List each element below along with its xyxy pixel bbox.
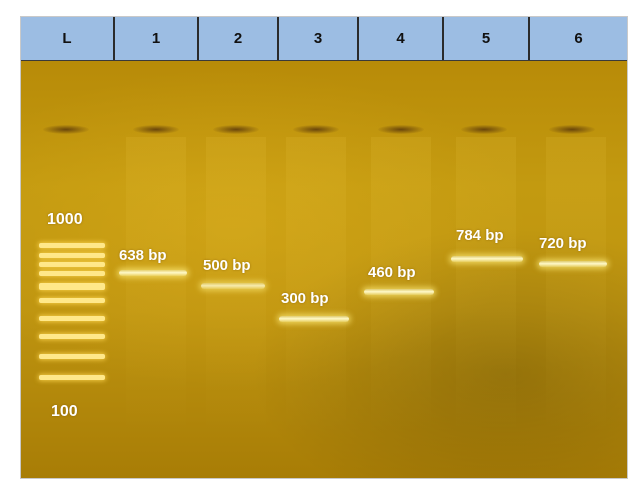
well-l	[43, 125, 89, 134]
band-lane-1	[119, 270, 187, 276]
band-lane-5	[451, 256, 523, 262]
ladder-band	[39, 354, 105, 359]
band-label-lane-5: 784 bp	[456, 227, 504, 244]
ladder-band	[39, 283, 105, 290]
band-label-lane-6: 720 bp	[539, 235, 587, 252]
band-lane-4	[364, 289, 434, 295]
lane-header-2: 2	[199, 17, 279, 60]
lane-streak	[456, 137, 516, 437]
well-3	[293, 125, 339, 134]
ladder-top-label: 1000	[47, 211, 83, 228]
band-lane-2	[201, 283, 265, 289]
band-label-lane-2: 500 bp	[203, 257, 251, 274]
lane-header-6: 6	[530, 17, 627, 60]
well-4	[378, 125, 424, 134]
lane-streak	[126, 137, 186, 437]
lane-header-4: 4	[359, 17, 444, 60]
lane-header-3: 3	[279, 17, 359, 60]
lane-header: L 1 2 3 4 5 6	[21, 17, 627, 61]
ladder-band	[39, 253, 105, 258]
gel-image: 1000 100 638 bp 500 bp 300 bp 460 bp 784…	[21, 61, 627, 478]
gel-figure: L 1 2 3 4 5 6 1000 100	[20, 16, 628, 479]
lane-streak	[546, 137, 606, 437]
ladder-band	[39, 262, 105, 267]
ladder-band	[39, 316, 105, 321]
band-lane-3	[279, 316, 349, 322]
lane-header-1: 1	[115, 17, 199, 60]
lane-streak	[286, 137, 346, 437]
well-5	[461, 125, 507, 134]
ladder-band	[39, 334, 105, 339]
band-lane-6	[539, 261, 607, 267]
ladder-band	[39, 375, 105, 380]
band-label-lane-4: 460 bp	[368, 264, 416, 281]
band-label-lane-3: 300 bp	[281, 290, 329, 307]
well-1	[133, 125, 179, 134]
ladder-band	[39, 271, 105, 276]
ladder-band	[39, 298, 105, 303]
ladder-bottom-label: 100	[51, 403, 78, 420]
lane-streak	[371, 137, 431, 437]
ladder-band	[39, 243, 105, 248]
well-6	[549, 125, 595, 134]
lane-header-l: L	[21, 17, 115, 60]
band-label-lane-1: 638 bp	[119, 247, 167, 264]
lane-header-5: 5	[444, 17, 530, 60]
well-2	[213, 125, 259, 134]
